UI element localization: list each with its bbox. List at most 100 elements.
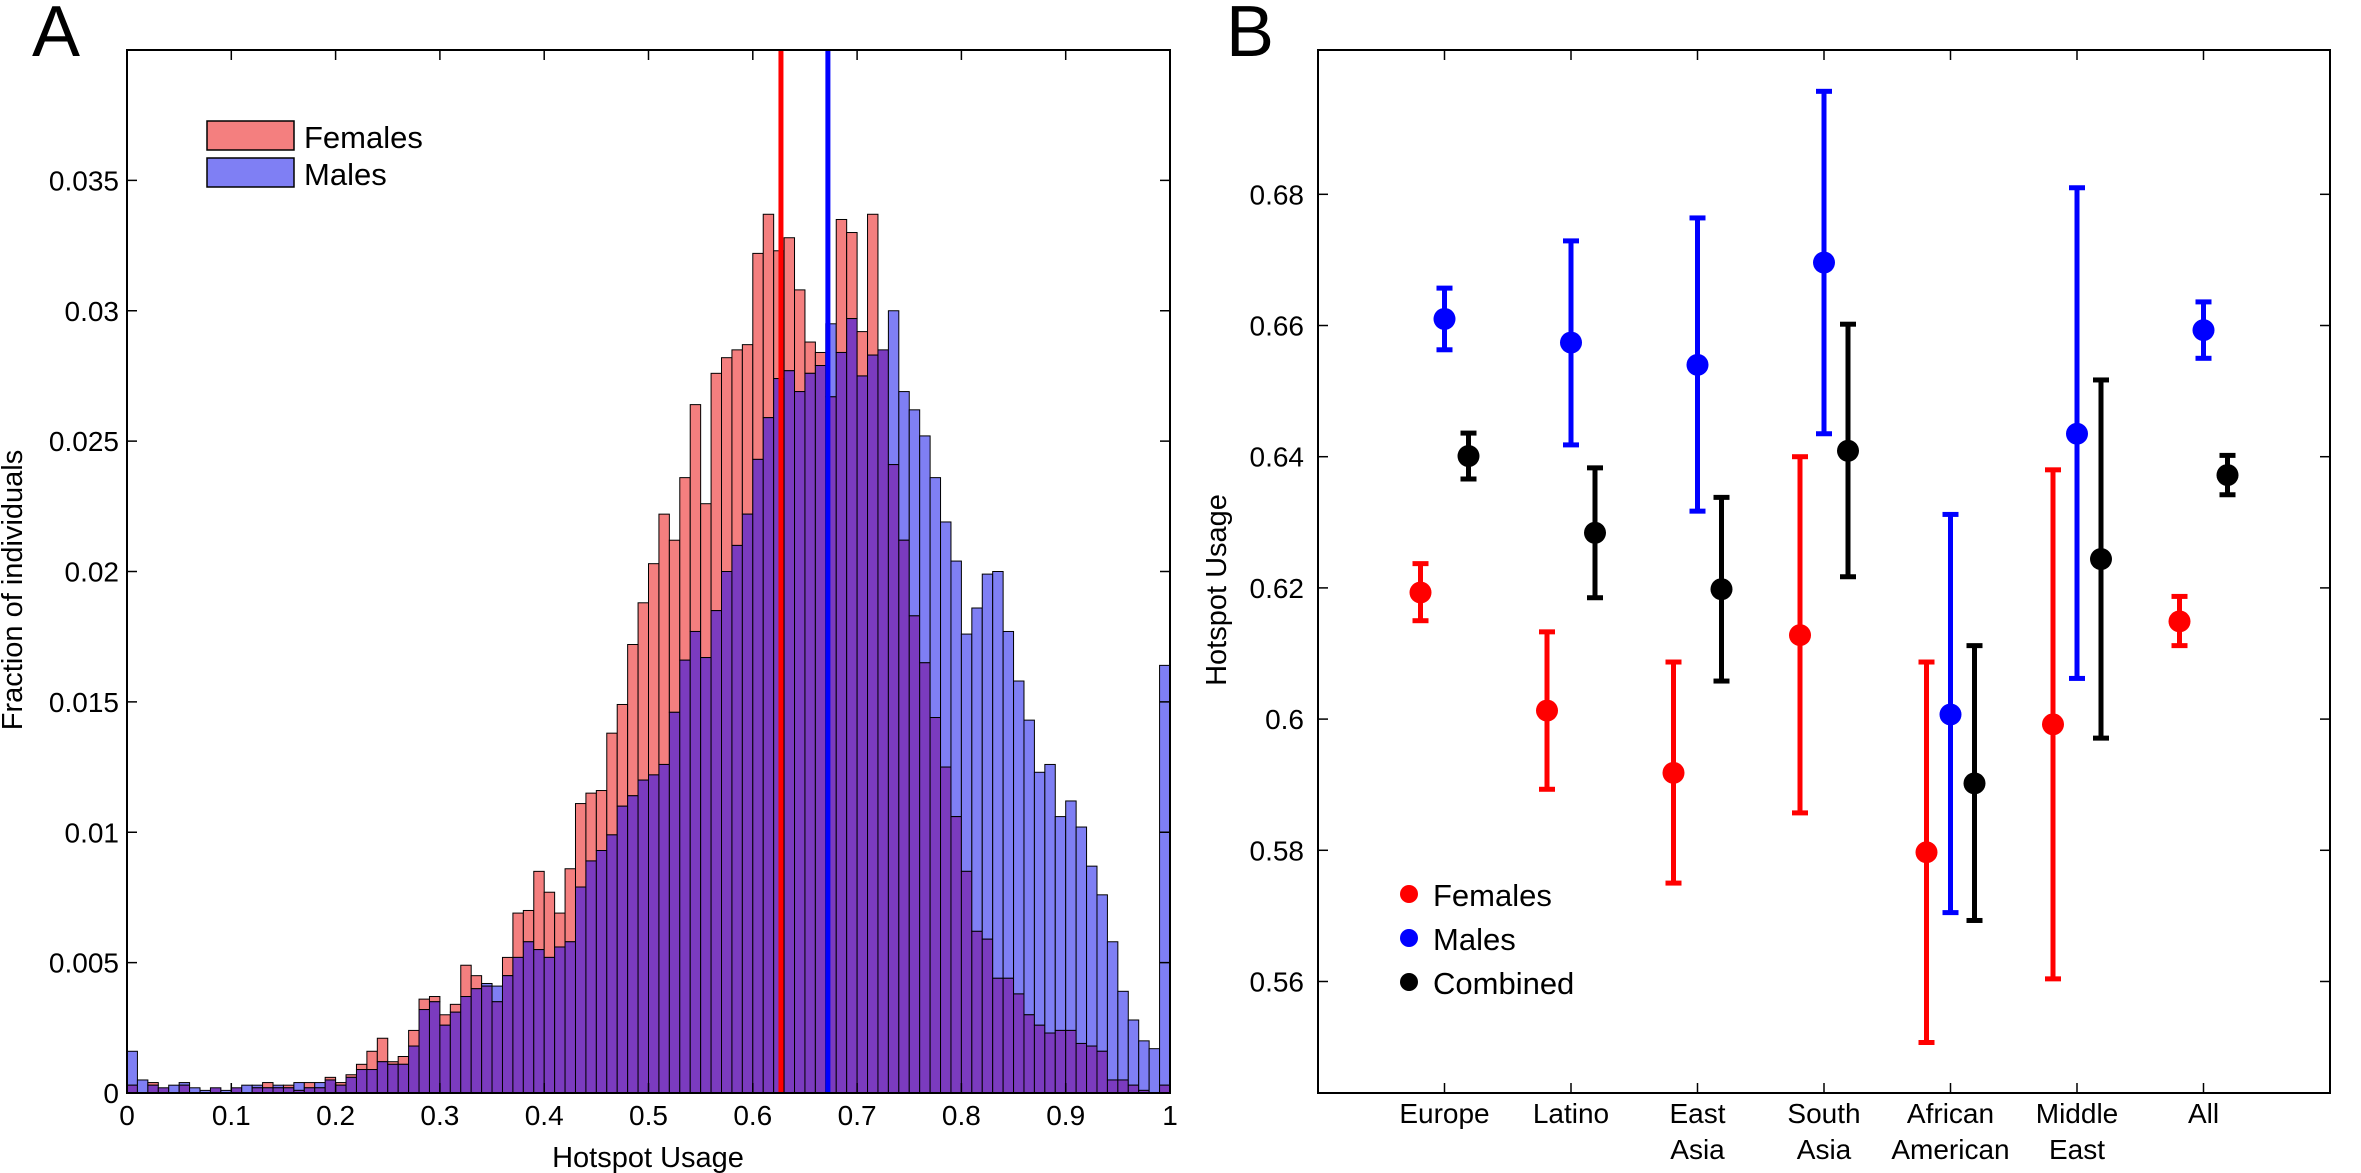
female-bar-0p42 xyxy=(564,868,576,943)
female-bar-0p43 xyxy=(574,803,587,888)
female-bar-0p59 xyxy=(741,344,754,515)
male-errorbar xyxy=(1686,215,1709,514)
overlap-bar-0p41 xyxy=(554,946,566,1094)
male-point xyxy=(1813,251,1835,274)
category-label: Middle xyxy=(2036,1098,2118,1129)
male-bar-0p96 xyxy=(1127,1019,1140,1086)
combined-point xyxy=(2090,548,2112,571)
female-bar-0p26 xyxy=(397,1055,410,1065)
overlap-bar-0p21 xyxy=(345,1076,357,1094)
male-bar-0p98 xyxy=(1148,1048,1161,1094)
female-bar-0p39 xyxy=(533,870,545,951)
male-bar-0p91 xyxy=(1075,826,1088,1044)
y-tick-label: 0.025 xyxy=(49,426,119,457)
overlap-bar-0p46 xyxy=(606,834,618,1094)
overlap-bar-0p30 xyxy=(439,1024,451,1094)
female-bar-0p51 xyxy=(658,513,670,765)
female-bar-0p47 xyxy=(616,703,629,807)
overlap-bar-0p51 xyxy=(658,763,670,1094)
overlap-bar-0p70 xyxy=(856,375,869,1094)
x-tick-label: 0.9 xyxy=(1046,1100,1085,1131)
overlap-bar-0p99 xyxy=(1159,1084,1171,1094)
x-tick-label: 1 xyxy=(1162,1100,1178,1131)
overlap-bar-0p38 xyxy=(522,941,535,1094)
female-bar-0p27 xyxy=(408,1029,420,1047)
overlap-bar-0p83 xyxy=(992,977,1004,1094)
overlap-bar-0p22 xyxy=(355,1069,368,1094)
overlap-bar-0p36 xyxy=(501,975,514,1094)
y-tick-label: 0 xyxy=(103,1078,119,1109)
female-errorbar xyxy=(1409,561,1432,624)
legend-label-males-b: Males xyxy=(1433,922,1516,957)
male-bar-0p35 xyxy=(491,985,503,1003)
overlap-bar-0p49 xyxy=(637,779,650,1094)
male-errorbar xyxy=(1939,511,1962,916)
female-bar-0p46 xyxy=(606,732,618,836)
overlap-bar-0p44 xyxy=(585,860,597,1094)
overlap-bar-0p77 xyxy=(929,717,942,1094)
overlap-bar-0p34 xyxy=(481,985,493,1094)
overlap-bar-0p71 xyxy=(867,354,879,1094)
overlap-bar-0p85 xyxy=(1013,993,1025,1094)
panel-a-letter: A xyxy=(32,0,80,72)
y-tick-label: 0.02 xyxy=(65,557,120,588)
overlap-bar-0p76 xyxy=(919,662,931,1094)
legend-marker-combined xyxy=(1400,973,1418,991)
errorbar-panel: 0.56 0.58 0.6 0.62 0.64 0.66 0.68 Europe Latino E… xyxy=(1201,49,2331,1165)
combined-errorbar xyxy=(1963,643,1986,923)
female-bar-0p17 xyxy=(303,1082,316,1089)
x-tick-label: 0.8 xyxy=(942,1100,981,1131)
y-tick-label: 0.6 xyxy=(1265,704,1304,735)
category-label: Latino xyxy=(1533,1098,1609,1129)
overlap-bar-0p57 xyxy=(721,571,733,1094)
x-tick-label: 0.3 xyxy=(420,1100,459,1131)
combined-point xyxy=(1710,578,1733,601)
y-tick-label: 0.035 xyxy=(49,165,119,196)
female-bar-0p32 xyxy=(460,964,472,998)
male-bar-0p93 xyxy=(1096,894,1108,1052)
female-errorbar xyxy=(1536,629,1558,792)
male-bar-0p16 xyxy=(293,1082,305,1091)
overlap-bar-0p25 xyxy=(387,1063,399,1094)
category-label: Europe xyxy=(1399,1098,1489,1129)
x-tick-label: 0.4 xyxy=(525,1100,564,1131)
category-label: South xyxy=(1787,1098,1860,1129)
y-tick-label: 0.58 xyxy=(1250,835,1305,866)
overlap-bar-0p26 xyxy=(397,1063,410,1094)
overlap-bar-0p54 xyxy=(689,630,702,1094)
overlap-bar-0p19 xyxy=(324,1079,337,1094)
female-bar-0p71 xyxy=(867,213,879,356)
female-bar-0p57 xyxy=(721,357,733,572)
male-bar-0p77 xyxy=(929,477,942,719)
overlap-bar-0p75 xyxy=(908,615,921,1094)
category-label-line2: East xyxy=(2049,1134,2105,1165)
overlap-bar-0p94 xyxy=(1106,1079,1119,1094)
male-errorbar xyxy=(2066,185,2088,681)
overlap-bar-0p90 xyxy=(1065,1029,1077,1094)
overlap-bar-0p87 xyxy=(1033,1024,1046,1094)
overlap-bar-0p40 xyxy=(543,956,556,1094)
male-bar-0p81 xyxy=(971,607,983,932)
female-bar-0p68 xyxy=(835,218,848,353)
female-bar-0p13 xyxy=(262,1082,274,1089)
male-point xyxy=(1939,703,1962,726)
female-bar-0p36 xyxy=(501,956,514,977)
female-bar-0p30 xyxy=(439,1014,451,1026)
x-tick-label: 0 xyxy=(119,1100,135,1131)
female-bar-0p48 xyxy=(627,644,639,797)
overlap-bar-0p84 xyxy=(1002,977,1015,1094)
legend-label-females: Females xyxy=(304,120,423,155)
overlap-bar-0p31 xyxy=(449,1011,462,1094)
female-bar-0p55 xyxy=(700,503,712,659)
female-bar-0p58 xyxy=(731,349,743,546)
combined-errorbar xyxy=(1837,321,1859,580)
male-bar-0p18 xyxy=(314,1082,326,1089)
overlap-bar-0p60 xyxy=(752,458,764,1094)
female-point xyxy=(1789,624,1811,647)
male-bar-0p80 xyxy=(960,633,973,872)
overlap-bar-0p65 xyxy=(804,372,816,1094)
errorbar-axes-box xyxy=(1317,49,2331,1094)
overlap-bar-0p32 xyxy=(460,996,472,1094)
legend-swatch-females xyxy=(206,120,295,151)
